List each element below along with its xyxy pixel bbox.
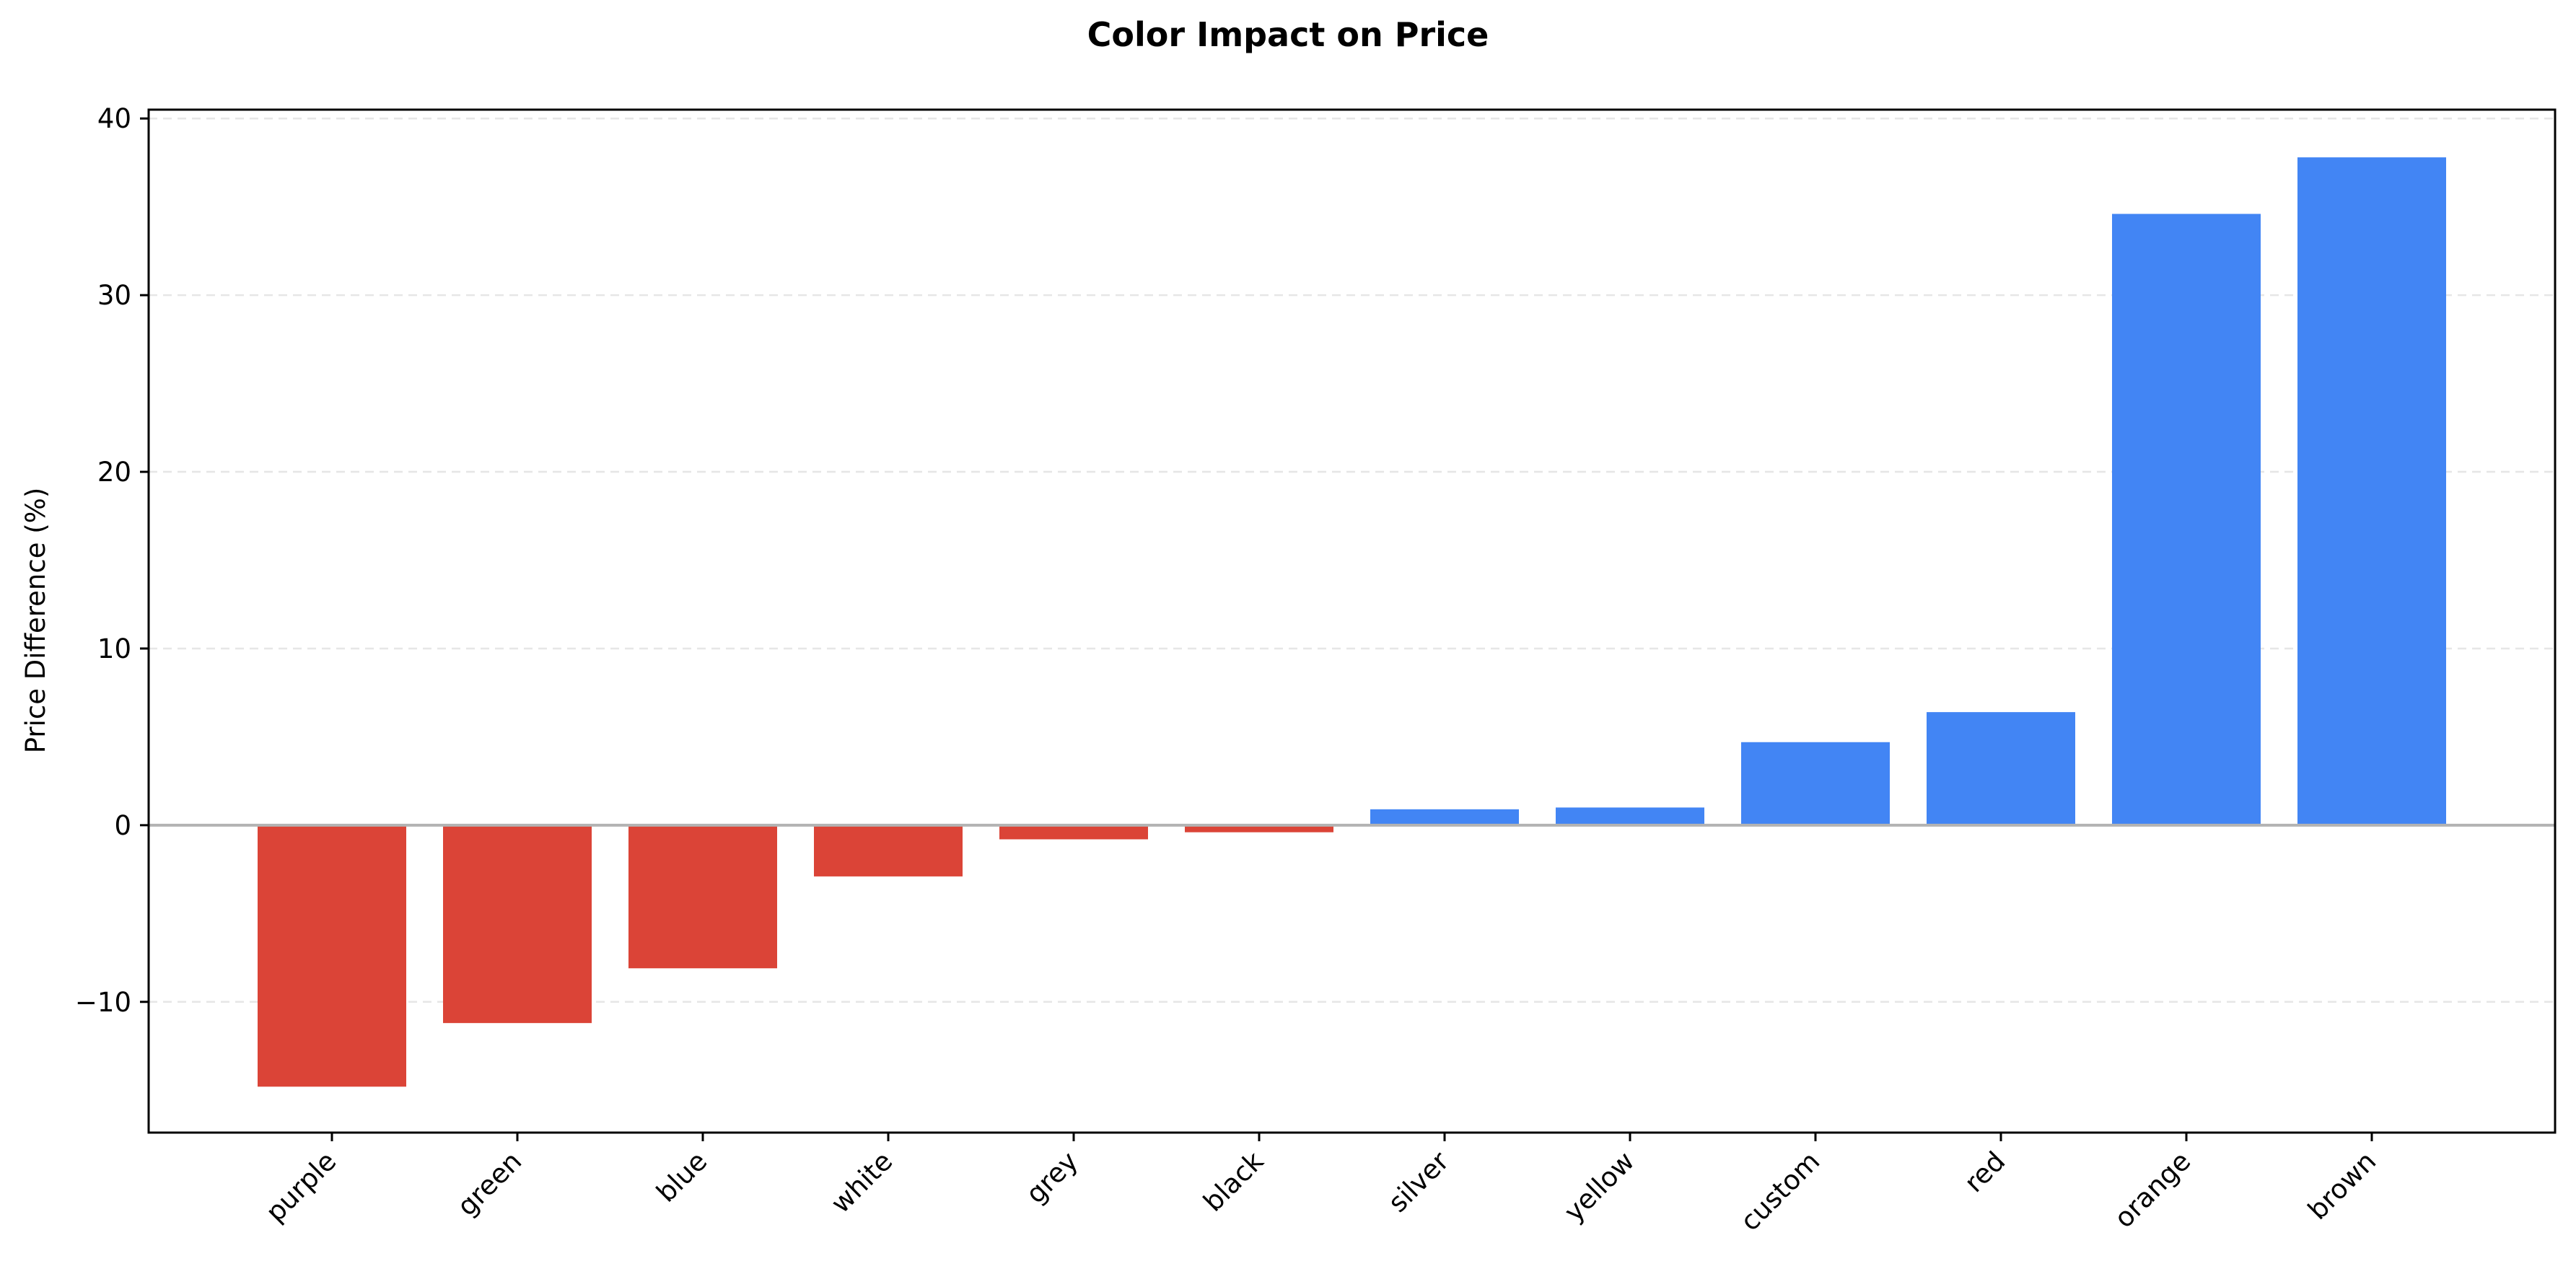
bar-white — [814, 825, 963, 877]
bar-yellow — [1556, 807, 1704, 825]
chart-title: Color Impact on Price — [1087, 15, 1489, 54]
x-tick-label: black — [1198, 1146, 1270, 1218]
bar-green — [443, 825, 592, 1024]
x-tick-label: custom — [1735, 1146, 1826, 1237]
y-tick-label: 0 — [114, 810, 131, 841]
bar-silver — [1370, 809, 1519, 825]
y-tick-label: 20 — [97, 457, 131, 488]
bar-grey — [999, 825, 1148, 840]
y-tick-label: 30 — [97, 280, 131, 311]
plot-frame — [147, 108, 2557, 1134]
x-tick-label: white — [825, 1146, 898, 1219]
x-tick-label: green — [451, 1146, 527, 1222]
y-tick-label: −10 — [75, 987, 131, 1018]
x-tick-label: grey — [1020, 1146, 1085, 1210]
y-axis-label: Price Difference (%) — [20, 488, 51, 754]
bar-blue — [628, 825, 777, 969]
bar-red — [1927, 712, 2075, 825]
x-tick-label: silver — [1382, 1145, 1455, 1218]
bar-brown — [2297, 157, 2446, 825]
x-tick-label: purple — [260, 1146, 342, 1228]
bar-orange — [2112, 214, 2261, 825]
x-tick-label: yellow — [1558, 1146, 1640, 1228]
x-tick-label: red — [1958, 1146, 2011, 1198]
x-tick-label: orange — [2108, 1146, 2196, 1234]
x-tick-label: blue — [650, 1146, 713, 1208]
bars — [258, 157, 2446, 1087]
bar-custom — [1741, 742, 1890, 825]
y-tick-label: 10 — [97, 633, 131, 664]
x-tick-label: brown — [2302, 1146, 2382, 1226]
bar-black — [1185, 825, 1333, 833]
bar-purple — [258, 825, 406, 1087]
y-tick-label: 40 — [97, 103, 131, 134]
